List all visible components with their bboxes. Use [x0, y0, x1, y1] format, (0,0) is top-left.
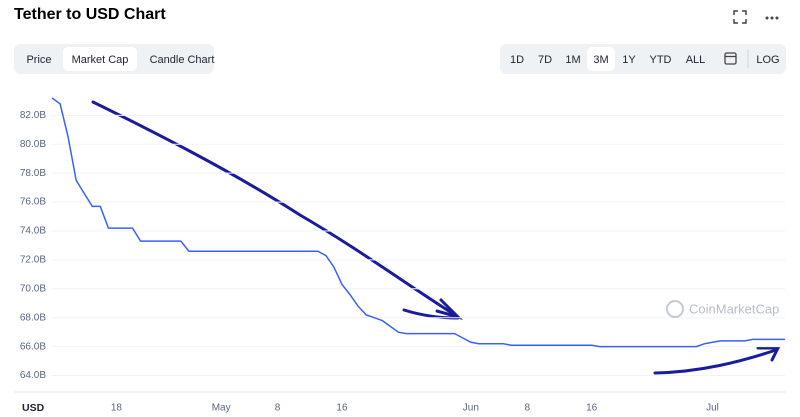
- y-tick-label: 66.0B: [20, 341, 46, 352]
- log-button[interactable]: LOG: [756, 54, 779, 66]
- y-tick-label: 70.0B: [20, 283, 46, 294]
- y-tick-label: 80.0B: [20, 139, 46, 150]
- watermark-logo: [666, 300, 684, 318]
- range-button[interactable]: 1M: [565, 54, 580, 66]
- range-button[interactable]: 7D: [538, 54, 552, 66]
- page-title: Tether to USD Chart: [14, 6, 166, 23]
- range-button[interactable]: 1D: [510, 54, 524, 66]
- x-tick-label: 16: [586, 403, 598, 414]
- expand-icon[interactable]: [733, 10, 747, 24]
- tab-active-bg: [63, 47, 137, 71]
- range-button[interactable]: 3M: [593, 54, 608, 66]
- range-button[interactable]: YTD: [650, 54, 672, 66]
- y-tick-label: 74.0B: [20, 226, 46, 237]
- tab[interactable]: Market Cap: [72, 54, 129, 66]
- x-tick-label: 8: [524, 403, 530, 414]
- unit-label: USD: [22, 402, 45, 414]
- range-active-bg: [587, 47, 615, 71]
- range-button[interactable]: 1Y: [622, 54, 636, 66]
- range-button[interactable]: ALL: [686, 54, 706, 66]
- y-tick-label: 72.0B: [20, 255, 46, 266]
- x-tick-label: 18: [111, 403, 123, 414]
- x-tick-label: Jun: [463, 403, 479, 414]
- x-tick-label: 8: [275, 403, 281, 414]
- y-tick-label: 82.0B: [20, 110, 46, 121]
- range-group: [500, 44, 786, 74]
- x-tick-label: May: [212, 403, 231, 414]
- x-tick-label: 16: [336, 403, 348, 414]
- watermark: CoinMarketCap: [689, 301, 779, 316]
- annotation-arrows: [91, 100, 781, 375]
- y-tick-label: 64.0B: [20, 370, 46, 381]
- tab[interactable]: Candle Chart: [150, 54, 215, 66]
- calendar-icon[interactable]: [724, 52, 737, 65]
- tab[interactable]: Price: [26, 54, 51, 66]
- x-tick-label: Jul: [706, 403, 719, 414]
- y-tick-label: 76.0B: [20, 197, 46, 208]
- y-tick-label: 78.0B: [20, 168, 46, 179]
- line: [51, 97, 785, 348]
- y-tick-label: 68.0B: [20, 312, 46, 323]
- more-icon[interactable]: [765, 16, 779, 20]
